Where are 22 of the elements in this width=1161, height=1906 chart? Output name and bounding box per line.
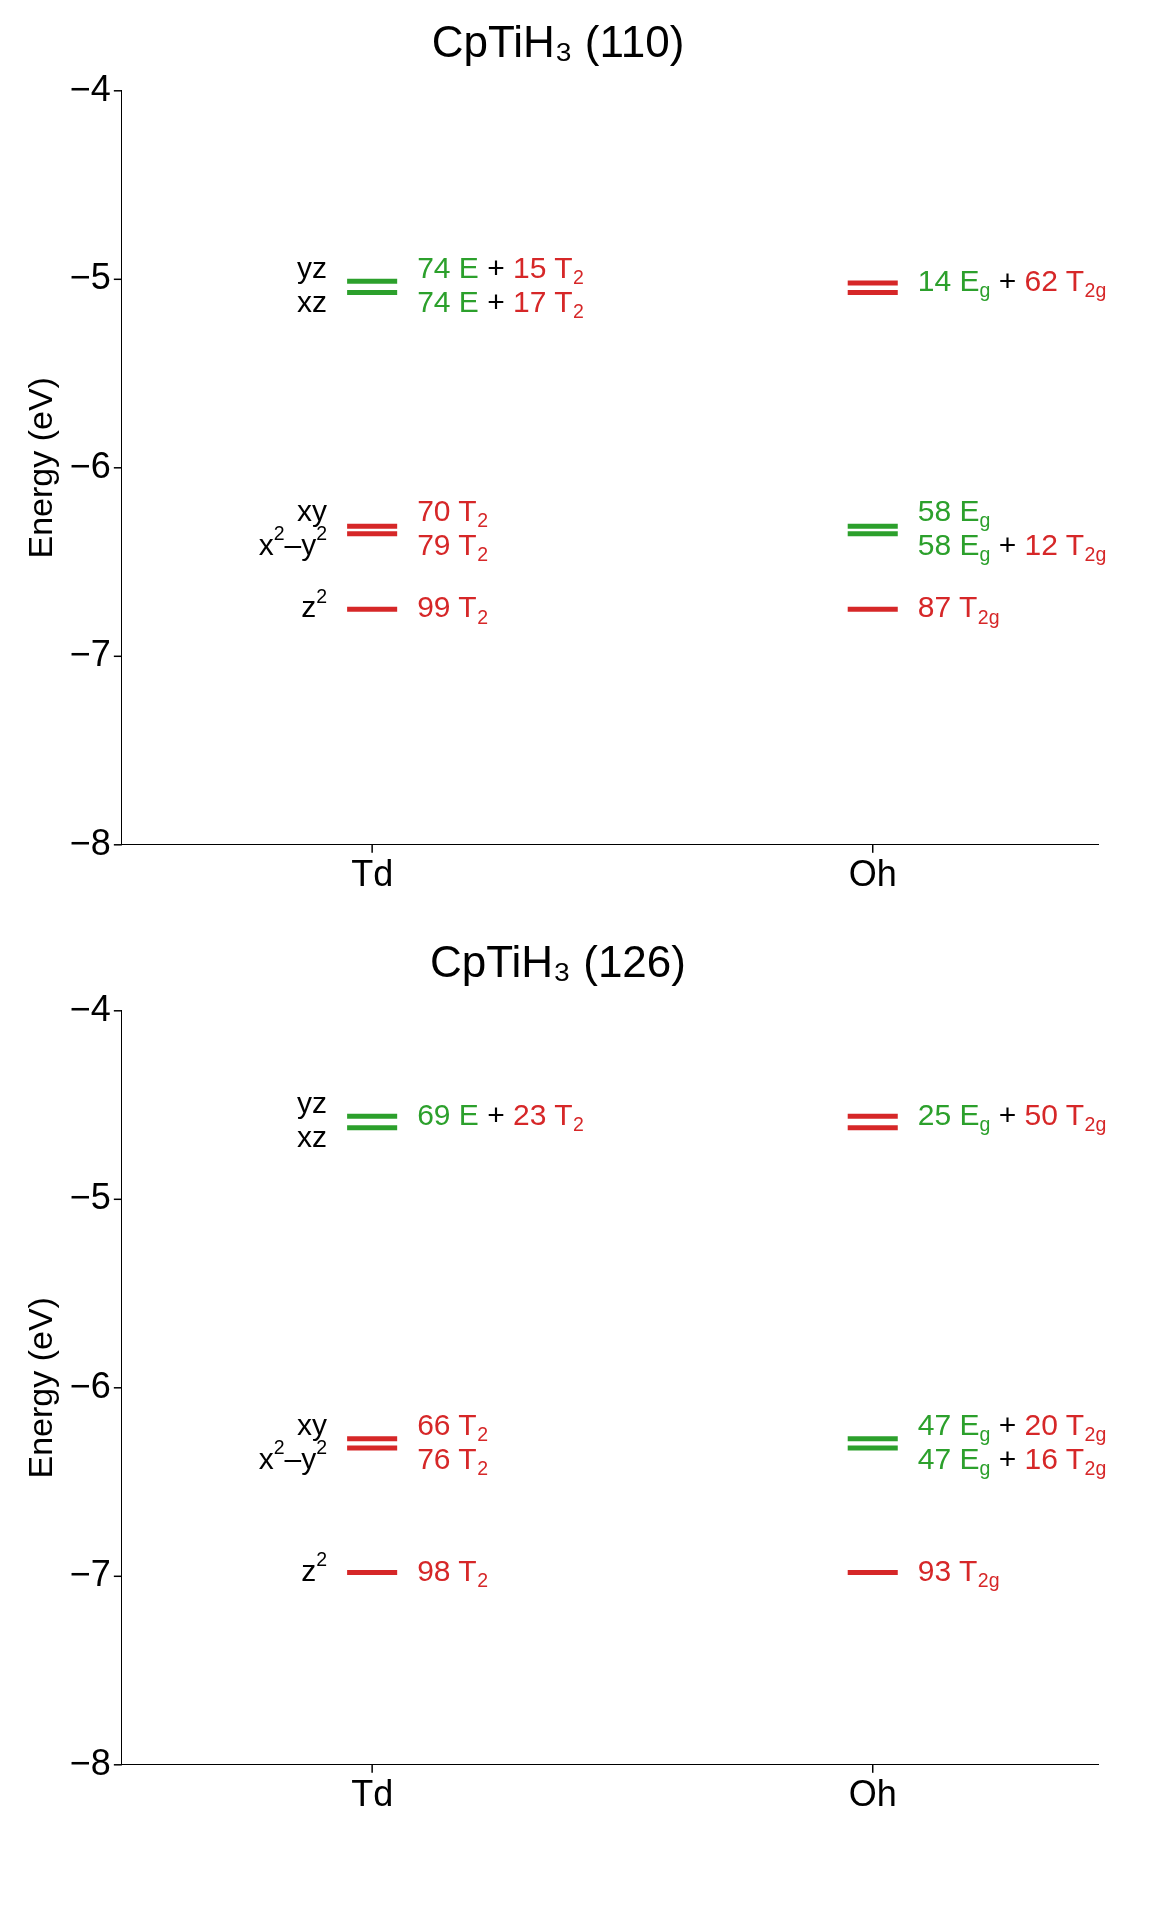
y-tick-label: −7 (69, 1553, 111, 1595)
y-tick-label: −6 (69, 444, 111, 486)
y-axis-title: Energy (eV) (20, 1297, 59, 1479)
chart-title: CpTiH₃ (126) (430, 936, 686, 986)
y-tick-label: −4 (69, 987, 111, 1029)
y-tick-label: −7 (69, 633, 111, 675)
y-tick-label: −8 (69, 821, 111, 863)
x-tick-label: Td (351, 1773, 394, 1815)
chart-title: CpTiH₃ (110) (431, 16, 685, 66)
y-tick-label: −5 (69, 1176, 111, 1218)
annotation: yz (297, 1086, 328, 1120)
annotation: xz (297, 1120, 328, 1154)
y-axis-title: Energy (eV) (20, 377, 59, 559)
y-tick-label: −5 (69, 256, 111, 298)
x-tick-label: Oh (848, 1773, 897, 1815)
x-tick-label: Td (351, 853, 394, 895)
y-tick-label: −4 (69, 67, 111, 109)
y-tick-label: −6 (69, 1364, 111, 1406)
y-tick-label: −8 (69, 1741, 111, 1783)
x-tick-label: Oh (848, 853, 897, 895)
annotation: xz (297, 285, 328, 319)
annotation: yz (297, 251, 328, 285)
